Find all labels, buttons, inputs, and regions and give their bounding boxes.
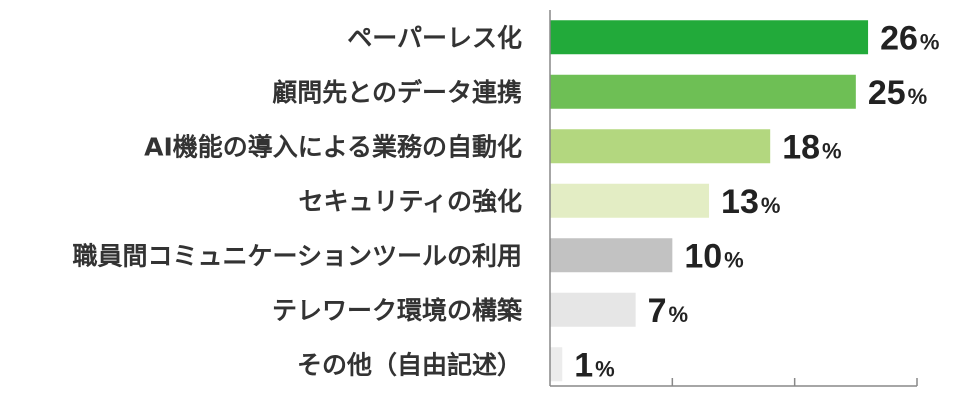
bar [550,292,636,327]
bar [550,183,710,218]
x-axis-ticks [671,378,918,386]
value-label: 10% [684,237,743,275]
value-label: 13% [721,183,780,221]
category-label: その他（自由記述） [297,350,522,379]
bar [550,347,563,382]
category-label: セキュリティの強化 [298,187,522,216]
category-label: テレワーク環境の構築 [272,296,523,325]
value-label: 25% [868,74,927,112]
category-label: 職員間コミュニケーションツールの利用 [72,241,522,270]
bar [550,129,771,164]
value-label: 1% [574,346,614,384]
value-label: 18% [782,128,841,166]
category-label: AI機能の導入による業務の自動化 [144,132,522,161]
bars [550,20,869,382]
bar [550,238,673,273]
value-label: 26% [880,19,939,57]
value-label: 7% [648,292,688,330]
category-label: 顧問先とのデータ連携 [272,78,522,107]
category-label: ペーパーレス化 [347,23,522,52]
bar [550,74,856,109]
bar [550,20,869,55]
